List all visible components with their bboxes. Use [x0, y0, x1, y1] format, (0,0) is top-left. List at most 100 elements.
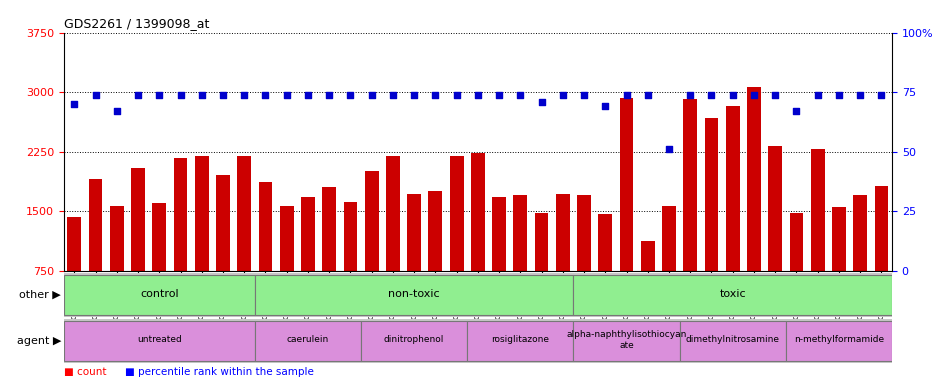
Point — [364, 91, 379, 98]
Bar — [679, 321, 785, 361]
Point — [555, 91, 570, 98]
Point — [597, 103, 612, 109]
Point — [215, 91, 230, 98]
Bar — [513, 195, 527, 271]
Bar — [407, 194, 420, 271]
Bar — [785, 321, 891, 361]
Bar — [725, 106, 739, 271]
Bar — [364, 171, 378, 271]
Text: dinitrophenol: dinitrophenol — [384, 335, 444, 344]
Point — [512, 91, 527, 98]
Text: rosiglitazone: rosiglitazone — [490, 335, 548, 344]
Bar — [89, 179, 102, 271]
Bar — [555, 194, 569, 271]
Text: GDS2261 / 1399098_at: GDS2261 / 1399098_at — [64, 17, 209, 30]
Point — [343, 91, 358, 98]
Point — [576, 91, 591, 98]
Point — [852, 91, 867, 98]
Point — [788, 108, 803, 114]
Text: toxic: toxic — [719, 289, 745, 299]
Text: n-methylformamide: n-methylformamide — [793, 335, 883, 344]
Point — [321, 91, 336, 98]
Bar — [153, 203, 166, 271]
Text: ■ percentile rank within the sample: ■ percentile rank within the sample — [124, 367, 314, 377]
Point — [88, 91, 103, 98]
Bar — [67, 217, 81, 271]
Point — [534, 99, 548, 105]
Text: other ▶: other ▶ — [19, 290, 61, 300]
Bar — [110, 207, 124, 271]
Bar — [258, 182, 272, 271]
Point — [448, 91, 463, 98]
Point — [300, 91, 315, 98]
Bar — [64, 321, 255, 361]
Point — [639, 91, 654, 98]
Text: agent ▶: agent ▶ — [17, 336, 61, 346]
Point — [682, 91, 697, 98]
Bar — [573, 321, 679, 361]
Bar — [360, 321, 467, 361]
Point — [385, 91, 400, 98]
Bar — [598, 214, 611, 271]
Point — [194, 91, 209, 98]
Bar — [467, 321, 573, 361]
Bar — [255, 275, 573, 314]
Bar — [789, 213, 802, 271]
Point — [767, 91, 782, 98]
Bar — [64, 275, 255, 314]
Bar — [173, 158, 187, 271]
Bar — [216, 175, 229, 271]
Point — [830, 91, 845, 98]
Point — [703, 91, 718, 98]
Bar — [768, 146, 782, 271]
Bar — [195, 156, 209, 271]
Point — [661, 146, 676, 152]
Point — [810, 91, 825, 98]
Bar — [255, 321, 360, 361]
Point — [110, 108, 124, 114]
Bar — [386, 156, 400, 271]
Bar — [577, 195, 591, 271]
Point — [746, 91, 761, 98]
Text: untreated: untreated — [137, 335, 182, 344]
Text: alpha-naphthylisothiocyan
ate: alpha-naphthylisothiocyan ate — [565, 330, 686, 349]
Point — [279, 91, 294, 98]
Bar — [344, 202, 357, 271]
Bar — [491, 197, 505, 271]
Point — [406, 91, 421, 98]
Bar — [810, 149, 824, 271]
Point — [470, 91, 485, 98]
Bar — [471, 153, 484, 271]
Bar — [131, 167, 145, 271]
Bar — [300, 197, 314, 271]
Point — [237, 91, 252, 98]
Point — [66, 101, 81, 107]
Bar — [237, 156, 251, 271]
Bar — [873, 186, 887, 271]
Text: non-toxic: non-toxic — [388, 289, 440, 299]
Point — [152, 91, 167, 98]
Bar — [280, 206, 293, 271]
Point — [130, 91, 145, 98]
Point — [873, 91, 888, 98]
Point — [619, 91, 634, 98]
Bar — [662, 207, 675, 271]
Bar — [449, 156, 463, 271]
Bar — [831, 207, 845, 271]
Bar — [853, 195, 866, 271]
Point — [491, 91, 506, 98]
Bar — [682, 99, 696, 271]
Point — [724, 91, 739, 98]
Point — [428, 91, 443, 98]
Point — [173, 91, 188, 98]
Bar — [428, 191, 442, 271]
Bar — [619, 98, 633, 271]
Text: ■ count: ■ count — [64, 367, 106, 377]
Text: caerulein: caerulein — [286, 335, 329, 344]
Bar — [640, 240, 654, 271]
Point — [257, 91, 272, 98]
Bar — [573, 275, 891, 314]
Text: dimethylnitrosamine: dimethylnitrosamine — [685, 335, 779, 344]
Bar — [704, 118, 718, 271]
Bar — [746, 88, 760, 271]
